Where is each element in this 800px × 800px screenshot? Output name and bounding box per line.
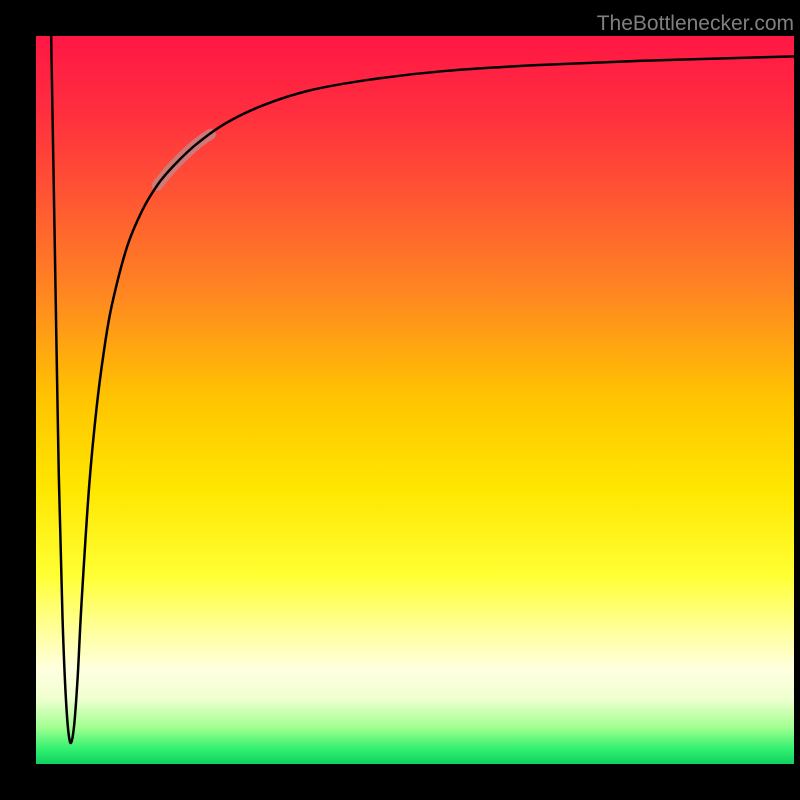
bottleneck-curve — [51, 36, 794, 743]
highlight-segment — [157, 134, 210, 185]
curve-layer — [36, 36, 794, 764]
watermark-text: TheBottlenecker.com — [597, 12, 794, 36]
plot-area: TheBottlenecker.com — [36, 36, 794, 764]
chart-frame: TheBottlenecker.com — [0, 0, 800, 800]
